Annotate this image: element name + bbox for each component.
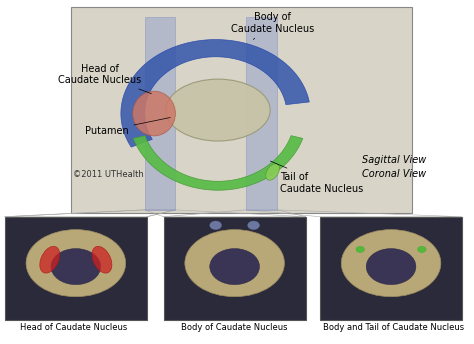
- Text: Coronal View: Coronal View: [363, 169, 427, 179]
- Ellipse shape: [166, 79, 270, 141]
- Polygon shape: [121, 40, 310, 147]
- Ellipse shape: [210, 248, 259, 285]
- Ellipse shape: [356, 246, 365, 252]
- Ellipse shape: [133, 91, 175, 136]
- Text: Body of
Caudate Nucleus: Body of Caudate Nucleus: [231, 12, 314, 40]
- Bar: [5, 217, 147, 320]
- Ellipse shape: [51, 248, 100, 285]
- Ellipse shape: [40, 246, 60, 273]
- Ellipse shape: [341, 230, 441, 297]
- Text: Sagittal View: Sagittal View: [362, 155, 427, 165]
- Text: Tail of
Caudate Nucleus: Tail of Caudate Nucleus: [270, 161, 363, 194]
- Text: Head of Caudate Nucleus: Head of Caudate Nucleus: [20, 323, 127, 332]
- Text: Body and Tail of Caudate Nucleus: Body and Tail of Caudate Nucleus: [323, 323, 464, 332]
- Text: Body of Caudate Nucleus: Body of Caudate Nucleus: [182, 323, 288, 332]
- Text: Head of
Caudate Nucleus: Head of Caudate Nucleus: [58, 64, 151, 94]
- Ellipse shape: [210, 221, 222, 230]
- Bar: [246, 17, 277, 210]
- Text: Putamen: Putamen: [85, 118, 170, 136]
- Text: ©2011 UTHealth: ©2011 UTHealth: [73, 170, 144, 179]
- Ellipse shape: [26, 230, 126, 297]
- Ellipse shape: [366, 248, 416, 285]
- Bar: [145, 17, 175, 210]
- Polygon shape: [133, 136, 303, 190]
- Ellipse shape: [185, 230, 284, 297]
- Ellipse shape: [247, 221, 259, 230]
- Ellipse shape: [265, 164, 280, 180]
- Ellipse shape: [92, 246, 112, 273]
- Bar: [71, 7, 412, 213]
- Ellipse shape: [418, 246, 426, 252]
- Bar: [320, 217, 462, 320]
- Bar: [164, 217, 306, 320]
